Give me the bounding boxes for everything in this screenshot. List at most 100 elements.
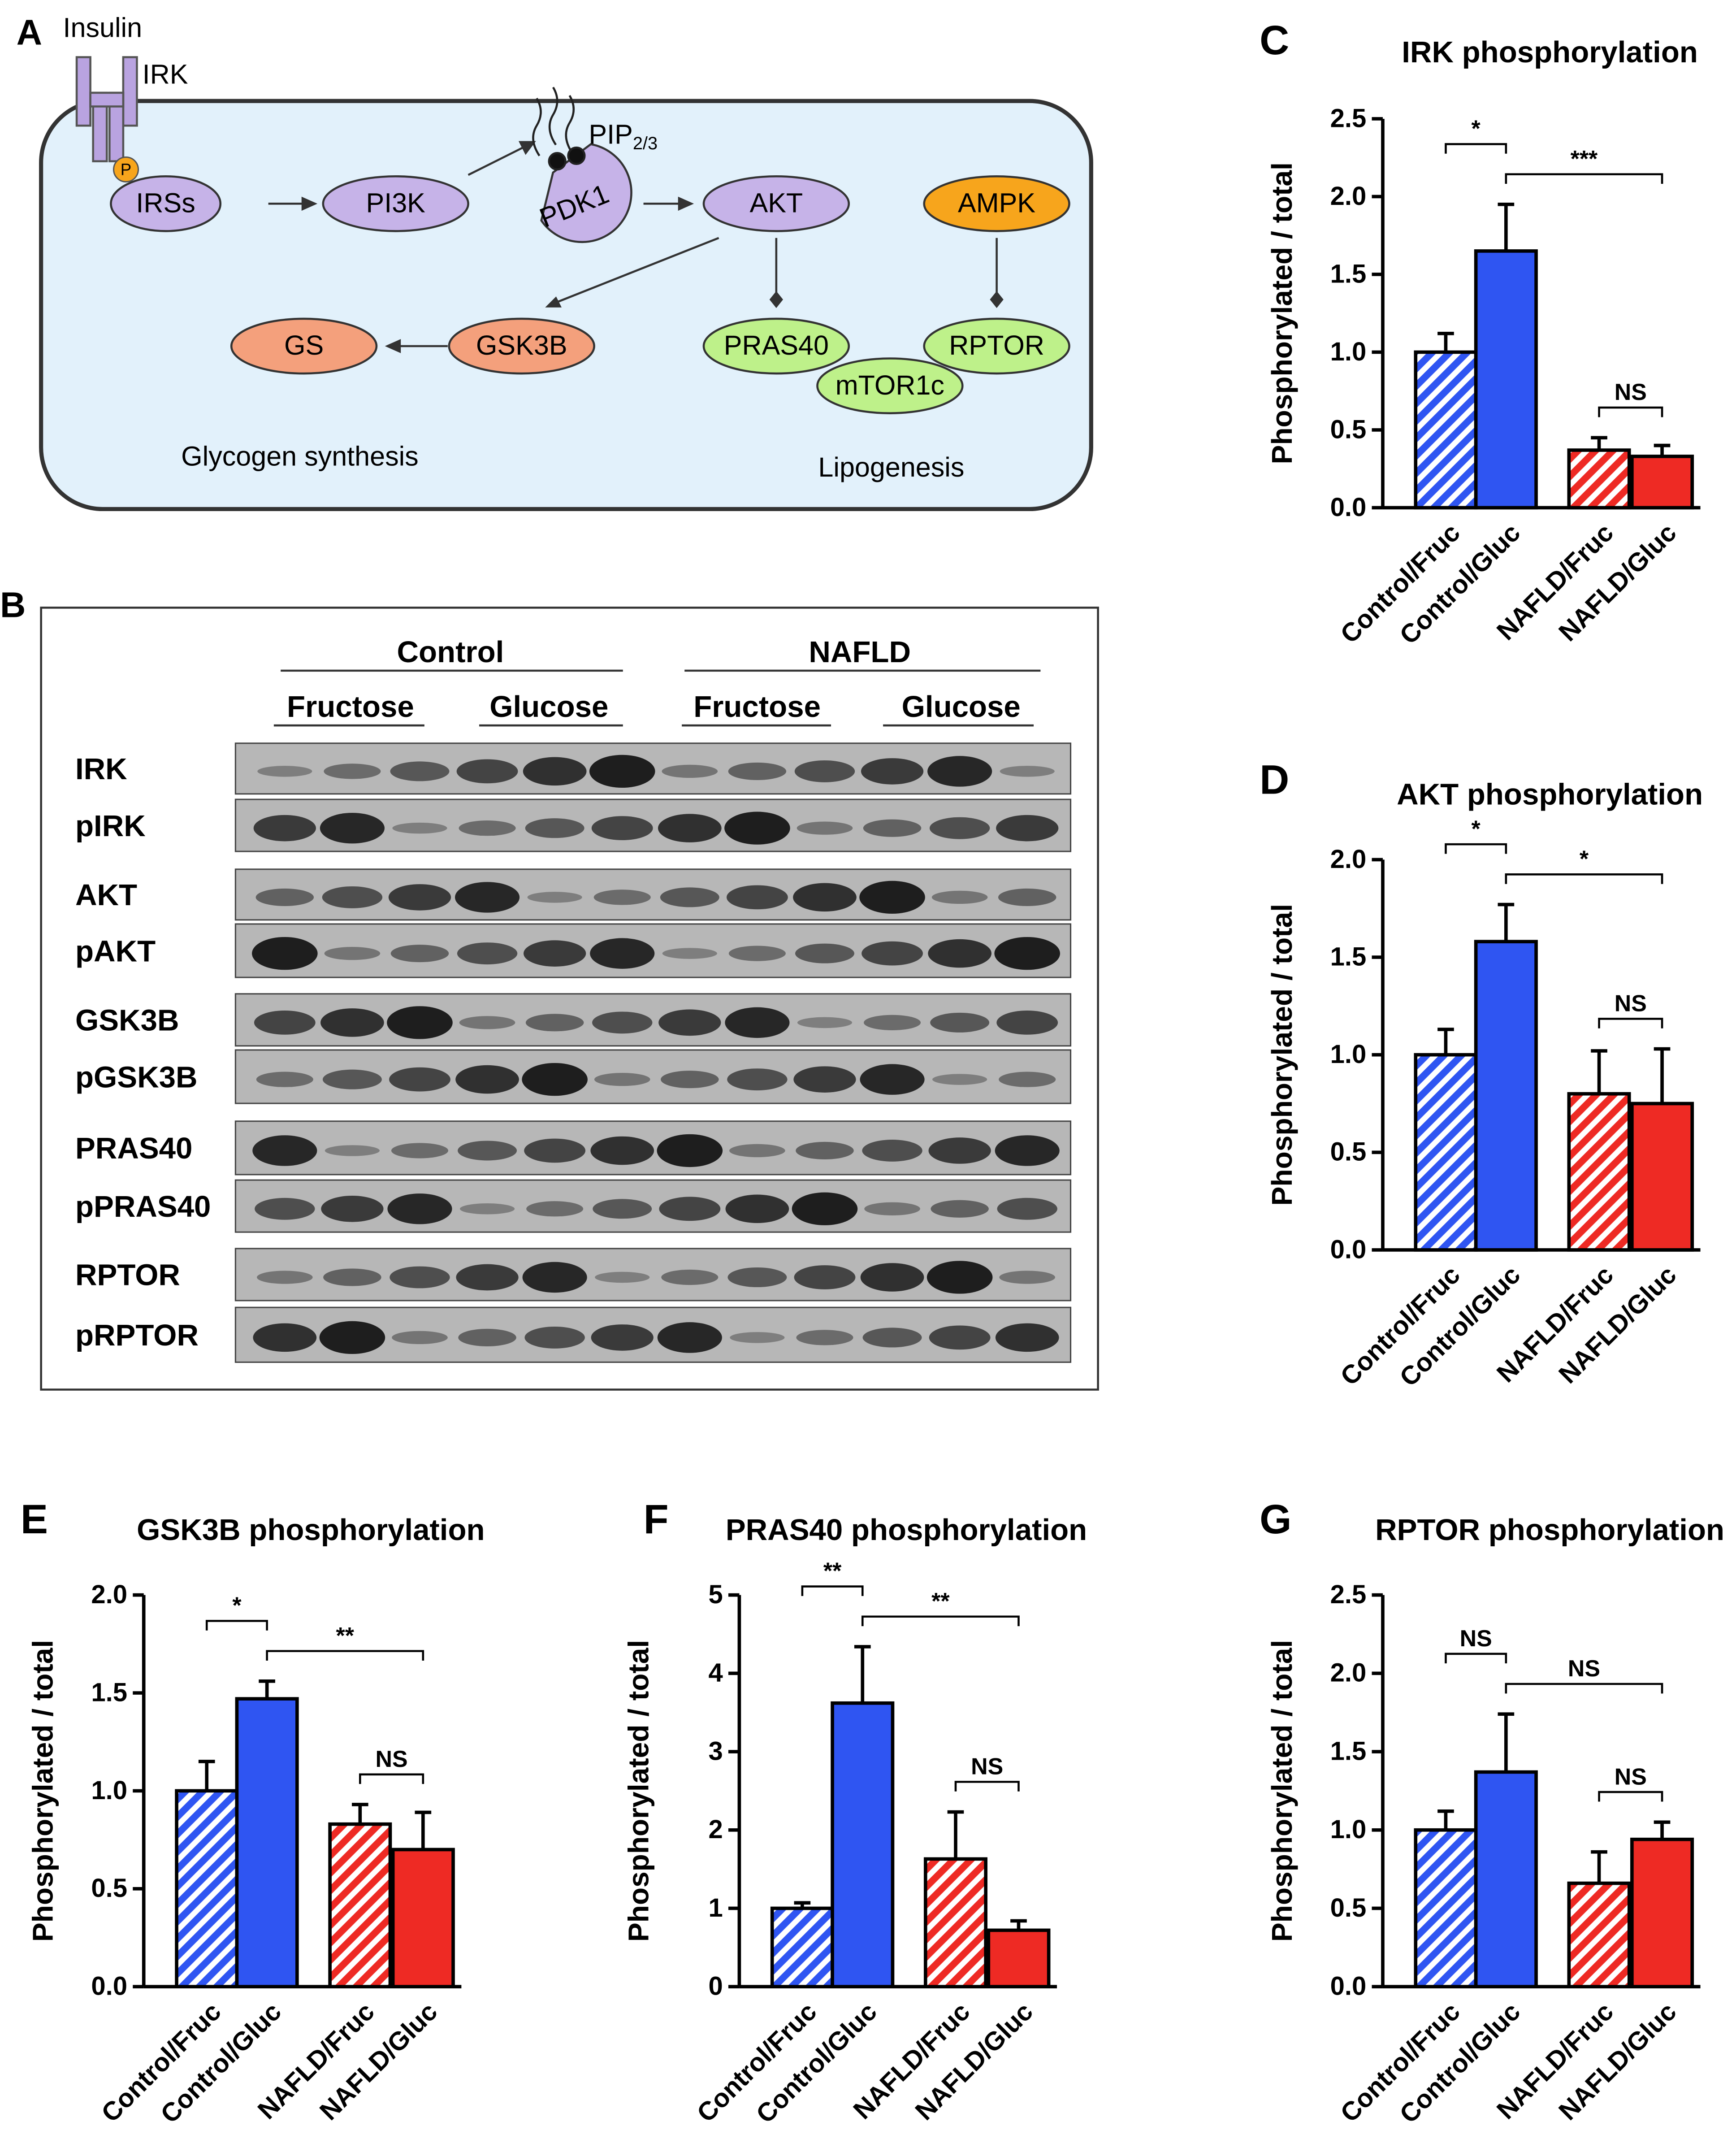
y-tick-label: 2.0 <box>1330 845 1367 874</box>
significance-bracket <box>1505 173 1663 184</box>
blot-band <box>322 886 383 908</box>
y-tick-label: 1.5 <box>1330 1736 1367 1766</box>
blot-band <box>729 1144 785 1158</box>
blot-band <box>928 1137 991 1164</box>
panel-letter: C <box>1260 17 1289 63</box>
y-tick-label: 1.0 <box>91 1776 127 1805</box>
blot-band <box>323 1268 381 1286</box>
blot-band <box>256 1072 313 1087</box>
group-label: NAFLD <box>809 635 911 669</box>
insulin-label: Insulin <box>63 13 143 43</box>
blot-band <box>659 1197 721 1221</box>
blot-band <box>657 1134 723 1167</box>
significance-bracket <box>801 1585 864 1596</box>
significance-label: * <box>232 1593 242 1619</box>
significance-bracket <box>1598 1791 1663 1802</box>
blot-band <box>930 1012 990 1033</box>
blot-band <box>793 1066 856 1093</box>
bar <box>1630 455 1694 510</box>
significance-label: NS <box>1568 1656 1600 1682</box>
blot-band <box>593 1199 652 1219</box>
blot-band <box>996 1010 1058 1035</box>
blot-row-label: PRAS40 <box>75 1132 192 1165</box>
blot-band <box>728 762 787 780</box>
blot-band <box>931 1200 989 1218</box>
blot-band <box>861 758 924 785</box>
chart-title: PRAS40 phosphorylation <box>726 1513 1087 1547</box>
significance-bracket <box>954 1781 1020 1792</box>
western-blot: B Control NAFLD Fructose Glucose Fructose Glu… <box>0 585 1099 1391</box>
bar <box>1474 1770 1538 1989</box>
significance-bracket <box>1445 143 1507 154</box>
blot-band <box>320 812 385 844</box>
y-tick-label: 1.5 <box>1330 942 1367 971</box>
blot-band <box>253 815 316 842</box>
y-axis-label: Phosphorylated / total <box>622 1640 654 1942</box>
chart-title: IRK phosphorylation <box>1402 35 1698 69</box>
significance-bracket <box>861 1615 1020 1627</box>
chart-title: AKT phosphorylation <box>1397 778 1703 811</box>
significance-label: *** <box>1571 146 1598 172</box>
blot-band <box>996 815 1059 842</box>
blot-band <box>320 1008 384 1037</box>
blot-band <box>862 941 923 966</box>
blot-band <box>525 1014 584 1032</box>
blot-band <box>526 1201 584 1217</box>
blot-band <box>795 943 854 963</box>
blot-band <box>590 938 655 969</box>
significance-label: NS <box>376 1746 408 1772</box>
blot-band <box>927 756 992 787</box>
sugar-label: Fructose <box>287 690 414 724</box>
blot-row-label: RPTOR <box>75 1258 180 1292</box>
blot-band <box>999 1072 1056 1087</box>
bar <box>235 1697 299 1989</box>
blot-band <box>592 1011 653 1034</box>
significance-bracket <box>1598 1018 1663 1028</box>
blot-band <box>931 890 988 904</box>
node-label: PI3K <box>366 188 426 218</box>
blot-band <box>458 1328 516 1346</box>
blot-band <box>658 1009 721 1036</box>
blot-band <box>660 887 719 907</box>
panel-letter: F <box>644 1497 669 1542</box>
bar <box>1630 1837 1694 1989</box>
blot-band <box>662 948 717 959</box>
blot-band <box>932 1074 987 1085</box>
chart-title: RPTOR phosphorylation <box>1375 1513 1724 1547</box>
y-axis-label: Phosphorylated / total <box>27 1640 59 1942</box>
y-tick-label: 1.0 <box>1330 1815 1367 1844</box>
pip-lipid <box>532 87 586 171</box>
significance-label: * <box>1472 816 1481 842</box>
blot-band <box>661 1071 719 1089</box>
blot-band <box>794 1265 856 1289</box>
blot-band <box>730 1332 785 1343</box>
blot-band <box>527 892 582 903</box>
significance-bracket <box>1445 1653 1507 1664</box>
blot-band <box>860 1064 925 1095</box>
y-tick-label: 0.0 <box>1330 1972 1367 2001</box>
panel-letter: A <box>17 13 42 52</box>
blot-band <box>725 1194 789 1224</box>
significance-bracket <box>359 1773 424 1784</box>
blot-band <box>728 946 786 961</box>
y-tick-label: 2 <box>708 1815 723 1844</box>
blot-band <box>658 814 722 842</box>
y-axis-label: Phosphorylated / total <box>1266 162 1298 464</box>
node-label: AMPK <box>958 188 1035 218</box>
pathway-diagram: A P Insulin IRK PIP2/3 IRSs PI3K PDK1 AK… <box>17 13 1093 512</box>
blot-band <box>525 818 584 838</box>
blot-band <box>662 764 718 778</box>
phospho-site <box>113 156 139 182</box>
blot-band <box>390 945 449 963</box>
blot-band <box>390 761 450 781</box>
blot-band <box>864 1202 920 1215</box>
sugar-label: Glucose <box>902 690 1021 724</box>
bar <box>1414 1053 1478 1252</box>
process-label: Lipogenesis <box>818 452 964 482</box>
y-tick-label: 1.5 <box>1330 259 1367 288</box>
y-tick-label: 2.0 <box>91 1580 127 1609</box>
blot-band <box>322 1069 382 1089</box>
blot-band <box>591 1324 654 1351</box>
y-tick-label: 0.0 <box>1330 1235 1367 1264</box>
significance-label: NS <box>1615 991 1647 1017</box>
